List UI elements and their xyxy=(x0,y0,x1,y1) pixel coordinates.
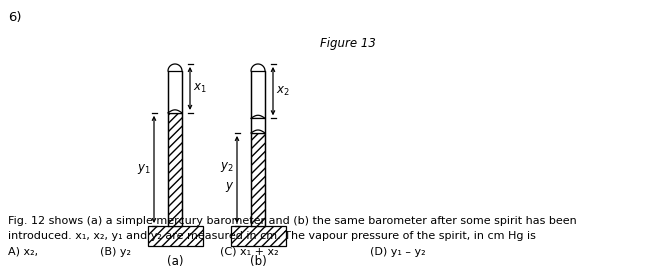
Text: (a): (a) xyxy=(167,254,184,268)
Text: (B) y₂: (B) y₂ xyxy=(100,247,131,257)
Text: 6): 6) xyxy=(8,11,21,24)
Text: $y_1$: $y_1$ xyxy=(137,162,151,176)
Text: (b): (b) xyxy=(249,254,267,268)
Text: introduced. x₁, x₂, y₁ and y₂ are measured in cm. The vapour pressure of the spi: introduced. x₁, x₂, y₁ and y₂ are measur… xyxy=(8,231,536,241)
Bar xyxy=(168,71,182,113)
Bar xyxy=(148,226,203,246)
Text: Fig. 12 shows (a) a simple mercury barometer and (b) the same barometer after so: Fig. 12 shows (a) a simple mercury barom… xyxy=(8,216,577,226)
Text: $y$: $y$ xyxy=(225,181,234,194)
Bar xyxy=(168,113,182,226)
Text: (C) x₁ + x₂: (C) x₁ + x₂ xyxy=(220,247,279,257)
Text: $x_1$: $x_1$ xyxy=(193,82,207,95)
Bar xyxy=(231,226,285,246)
Bar xyxy=(251,133,265,226)
Text: Figure 13: Figure 13 xyxy=(320,37,376,50)
Text: $y_2$: $y_2$ xyxy=(220,160,234,174)
Bar xyxy=(251,118,265,133)
Bar xyxy=(251,71,265,118)
Text: A) x₂,: A) x₂, xyxy=(8,247,38,257)
Text: (D) y₁ – y₂: (D) y₁ – y₂ xyxy=(370,247,426,257)
Text: $x_2$: $x_2$ xyxy=(276,85,290,98)
